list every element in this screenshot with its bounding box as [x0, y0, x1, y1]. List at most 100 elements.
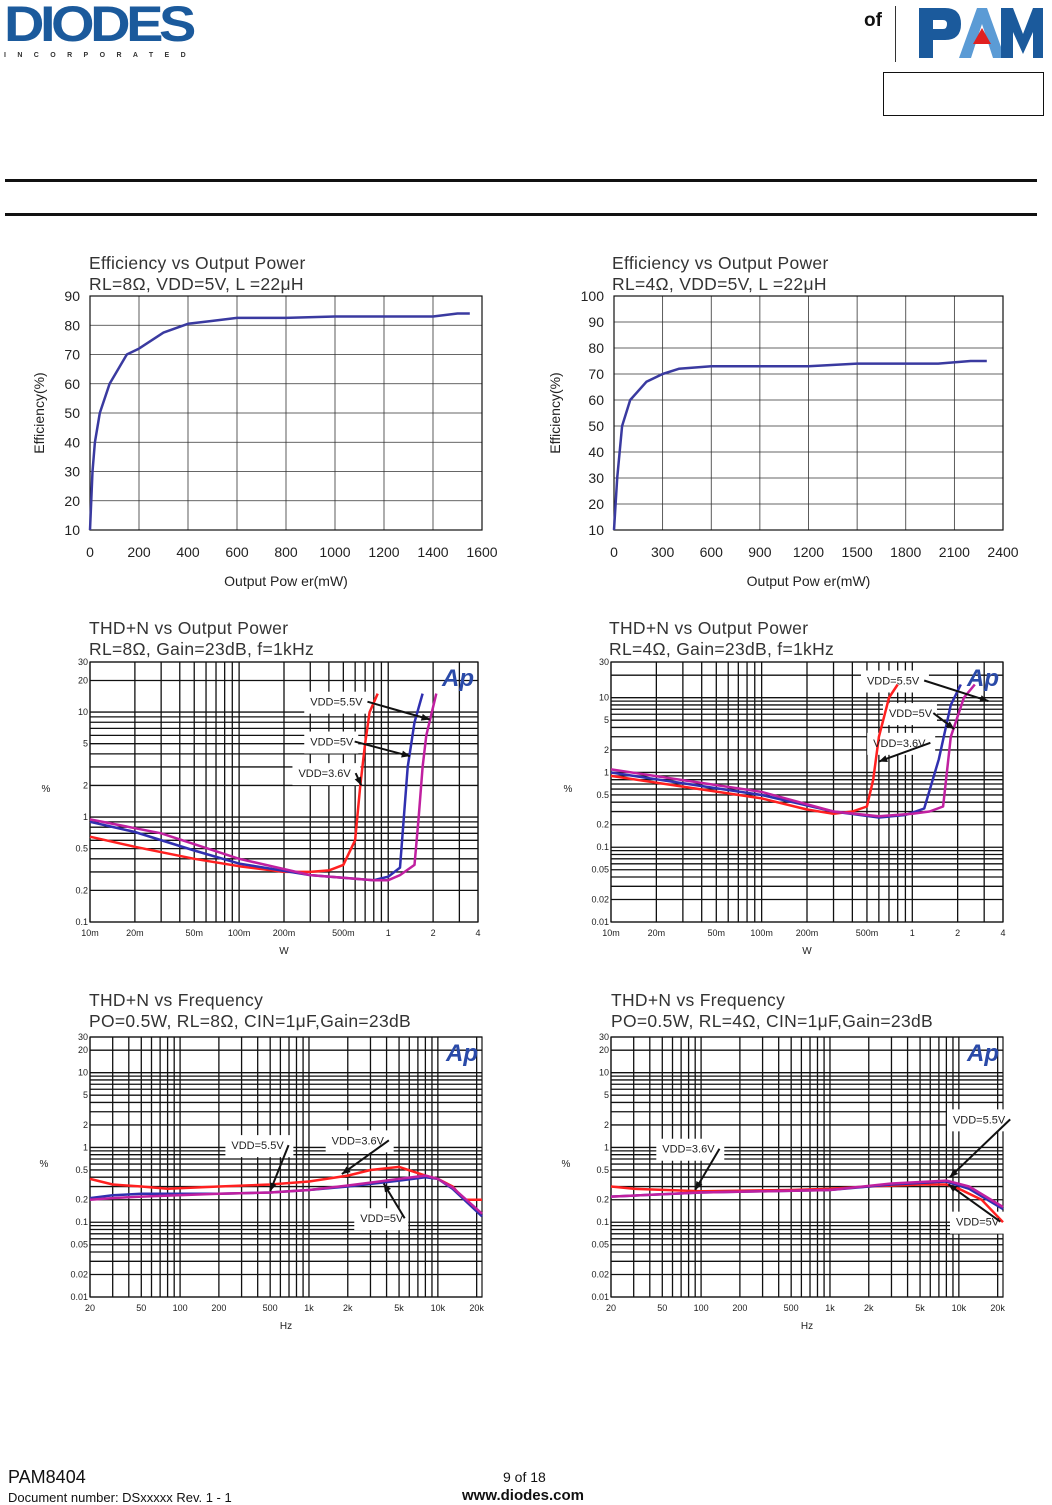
- y-tick-label: 0.1: [75, 1217, 88, 1227]
- arrowhead-icon: [878, 755, 888, 762]
- x-axis-label: Hz: [280, 1321, 292, 1332]
- x-tick-label: 100m: [228, 928, 251, 938]
- annotation-box: [656, 1138, 725, 1161]
- y-tick-label: 40: [588, 444, 604, 460]
- x-tick-label: 600: [700, 544, 724, 560]
- y-tick-label: 20: [599, 1045, 609, 1055]
- arrowhead-icon: [354, 776, 362, 786]
- y-tick-label: 10: [599, 693, 609, 703]
- diodes-logo: DIODES: [4, 0, 196, 52]
- x-tick-label: 50m: [185, 928, 203, 938]
- annotation-label: VDD=3.6V: [332, 1135, 385, 1147]
- x-tick-label: 2k: [864, 1303, 874, 1313]
- x-tick-label: 800: [274, 544, 298, 560]
- y-tick-label: 1: [604, 1142, 609, 1152]
- x-tick-label: 10m: [81, 928, 99, 938]
- y-tick-label: 30: [599, 657, 609, 667]
- y-tick-label: 10: [64, 522, 80, 538]
- website-link[interactable]: www.diodes.com: [462, 1487, 584, 1504]
- y-tick-label: 70: [588, 366, 604, 382]
- arrowhead-icon: [948, 1184, 958, 1193]
- chart-subtitle: RL=4Ω, Gain=23dB, f=1kHz: [609, 639, 835, 659]
- y-tick-label: 30: [64, 464, 80, 480]
- y-tick-label: 0.05: [591, 1240, 609, 1250]
- series-line-vdd-5-5v: [610, 683, 976, 818]
- y-tick-label: 5: [83, 1090, 88, 1100]
- x-tick-label: 500: [263, 1303, 278, 1313]
- annotation-arrow: [923, 679, 989, 703]
- x-tick-label: 100m: [750, 928, 773, 938]
- x-tick-label: 1k: [825, 1303, 835, 1313]
- x-tick-label: 20k: [469, 1303, 484, 1313]
- series-line-vdd-5-5v: [89, 693, 438, 882]
- y-axis-label: %: [562, 1159, 571, 1170]
- chart-title: THD+N vs Output Power: [89, 618, 289, 638]
- y-axis-label: %: [40, 1159, 49, 1170]
- y-tick-label: 2: [604, 745, 609, 755]
- annotation-label: VDD=3.6V: [662, 1144, 715, 1156]
- plot-frame: [610, 1036, 1004, 1298]
- annotation-label: VDD=3.6V: [873, 738, 926, 750]
- y-tick-label: 90: [588, 314, 604, 330]
- x-tick-label: 200m: [273, 928, 296, 938]
- chart-5: 20 50 100 200 500 1k 2k 5k 10k 20k 0.01 0.02 0.05 0.1…: [562, 1032, 1015, 1332]
- annotation-box: [882, 703, 937, 726]
- x-axis-label: W: [802, 946, 812, 957]
- plot-frame: [89, 1036, 483, 1298]
- y-tick-label: 2: [83, 1120, 88, 1130]
- diodes-logo-tagline: INCORPORATED: [4, 52, 198, 59]
- series-line-efficiency: [88, 312, 470, 531]
- chart-subtitle: RL=8Ω, VDD=5V, L =22μH: [89, 274, 304, 294]
- arrowhead-icon: [945, 721, 955, 730]
- y-tick-label: 60: [64, 376, 80, 392]
- y-tick-label: 10: [588, 522, 604, 538]
- annotation-label: VDD=5V: [889, 708, 933, 720]
- chart-subtitle: PO=0.5W, RL=8Ω, CIN=1μF,Gain=23dB: [89, 1011, 411, 1031]
- y-tick-label: 0.1: [596, 842, 609, 852]
- series-line-vdd-5-5v: [610, 1179, 1004, 1209]
- y-tick-label: 0.02: [591, 1269, 609, 1279]
- y-tick-label: 0.5: [75, 1165, 88, 1175]
- y-axis-label: Efficiency(%): [547, 372, 563, 453]
- y-tick-label: 0.02: [70, 1269, 88, 1279]
- x-tick-label: 2: [955, 928, 960, 938]
- y-tick-label: 0.2: [75, 1195, 88, 1205]
- x-tick-label: 100: [173, 1303, 188, 1313]
- y-tick-label: 1: [83, 1142, 88, 1152]
- series-line-vdd-5-5v: [89, 1174, 483, 1215]
- annotation-box: [225, 1135, 294, 1158]
- ap-logo: Ap: [966, 1040, 999, 1067]
- chart-subtitle: PO=0.5W, RL=4Ω, CIN=1μF,Gain=23dB: [611, 1011, 933, 1031]
- x-tick-label: 10m: [602, 928, 620, 938]
- x-tick-label: 2100: [939, 544, 970, 560]
- x-tick-label: 20m: [126, 928, 144, 938]
- x-axis-label: W: [279, 946, 289, 957]
- x-axis-label: Hz: [801, 1321, 813, 1332]
- arrowhead-icon: [949, 1168, 959, 1178]
- ap-logo: Ap: [441, 665, 474, 692]
- x-tick-label: 2400: [987, 544, 1018, 560]
- arrowhead-icon: [383, 1183, 391, 1193]
- x-tick-label: 1200: [368, 544, 399, 560]
- x-tick-label: 50: [657, 1303, 667, 1313]
- document-number: Document number: DSxxxxx Rev. 1 - 1: [8, 1490, 232, 1505]
- annotation-label: VDD=5V: [310, 737, 354, 749]
- series-line-efficiency: [612, 359, 987, 531]
- y-tick-label: 0.01: [591, 917, 609, 927]
- annotation-arrow: [367, 700, 431, 721]
- annotation-label: VDD=5.5V: [867, 676, 920, 688]
- chart-subtitle: RL=8Ω, Gain=23dB, f=1kHz: [89, 639, 315, 659]
- y-tick-label: 80: [588, 340, 604, 356]
- x-tick-label: 1000: [319, 544, 350, 560]
- x-axis-label: Output Pow er(mW): [747, 573, 871, 589]
- x-tick-label: 600: [225, 544, 249, 560]
- y-tick-label: 30: [78, 657, 88, 667]
- y-tick-label: 0.1: [596, 1217, 609, 1227]
- chart-title: THD+N vs Output Power: [609, 618, 809, 638]
- y-tick-label: 0.01: [70, 1292, 88, 1302]
- chart-title: Efficiency vs Output Power: [612, 253, 829, 273]
- y-tick-label: 30: [78, 1032, 88, 1042]
- y-tick-label: 50: [64, 405, 80, 421]
- y-tick-label: 5: [83, 739, 88, 749]
